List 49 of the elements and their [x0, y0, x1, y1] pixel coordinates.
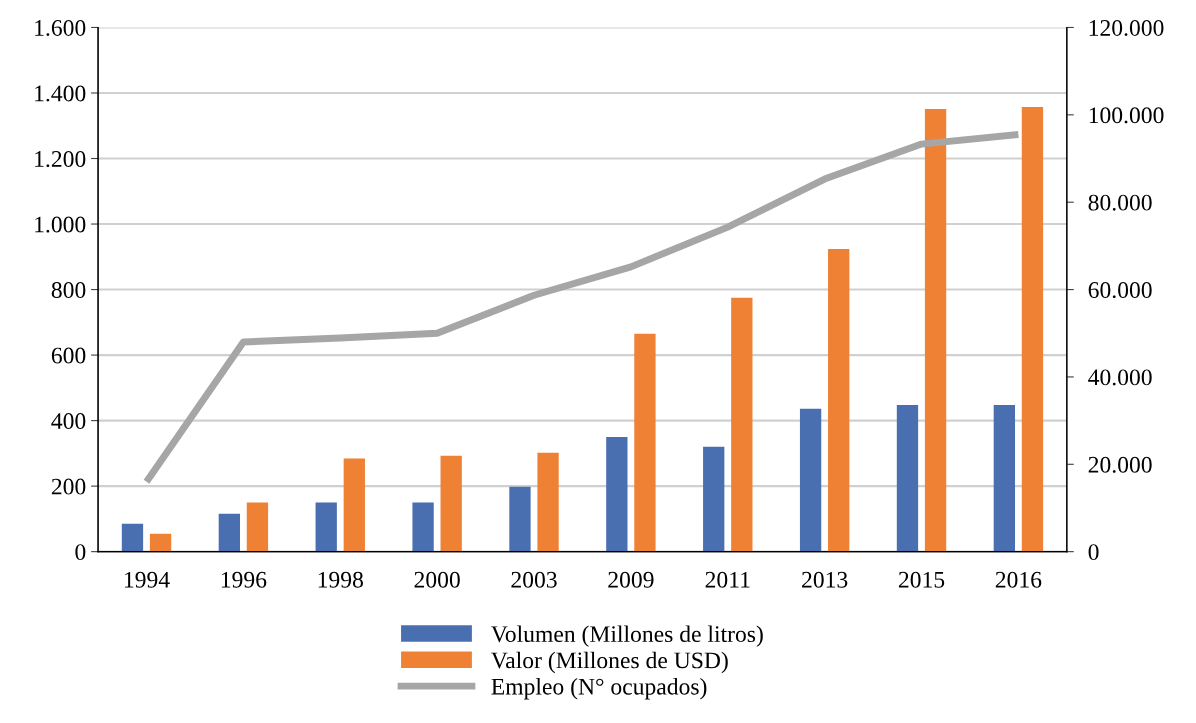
y-tick-label: 1.600 [35, 19, 86, 36]
bar [896, 404, 919, 552]
bar [828, 248, 850, 552]
y2-tick-label: 20.000 [1088, 456, 1152, 473]
bar [703, 446, 725, 552]
y-tick-label: 1.400 [35, 85, 86, 102]
y-tick-label: 200 [51, 478, 86, 495]
legend-label: Volumen (Millones de litros) [491, 625, 763, 647]
y-tick-label: 400 [51, 413, 86, 430]
bar [634, 333, 656, 552]
bar [121, 523, 144, 552]
x-tick-label: 2011 [705, 571, 750, 588]
bar [218, 513, 240, 552]
y-tick-label: 600 [51, 347, 86, 364]
bar [924, 109, 947, 552]
bar [731, 297, 753, 552]
x-tick-label: 2003 [511, 571, 557, 588]
x-tick-label: 1998 [318, 571, 363, 588]
y-tick-label: 1.200 [35, 151, 86, 168]
bar [606, 436, 628, 552]
bar [993, 404, 1015, 552]
x-tick-label: 2015 [898, 571, 945, 588]
y2-tick-label: 100.000 [1089, 107, 1164, 124]
x-tick-label: 1994 [124, 571, 170, 588]
y-tick-label: 1.000 [35, 216, 86, 233]
y2-tick-label: 120.000 [1089, 19, 1164, 36]
y2-tick-label: 40.000 [1088, 369, 1152, 386]
y2-tick-label: 0 [1088, 544, 1099, 561]
x-tick-label: 1996 [221, 571, 267, 588]
y2-tick-label: 60.000 [1088, 282, 1152, 299]
y-tick-label: 0 [75, 544, 86, 561]
bar [343, 458, 365, 552]
bar [799, 408, 822, 552]
x-tick-label: 2013 [802, 571, 848, 588]
x-tick-label: 2009 [608, 571, 654, 588]
bar [149, 533, 172, 552]
y2-tick-label: 80.000 [1088, 194, 1152, 211]
legend-label: Valor (Millones de USD) [491, 651, 728, 674]
bar [509, 486, 531, 552]
bar [246, 502, 269, 552]
y-tick-label: 800 [51, 282, 86, 298]
bar [315, 502, 337, 552]
bar [537, 452, 559, 552]
bar [440, 455, 462, 552]
legend-label: Empleo (N° ocupados) [491, 678, 707, 700]
bar [1021, 107, 1044, 552]
x-tick-label: 2000 [414, 571, 460, 588]
bar [412, 502, 434, 552]
x-tick-label: 2016 [995, 571, 1042, 588]
